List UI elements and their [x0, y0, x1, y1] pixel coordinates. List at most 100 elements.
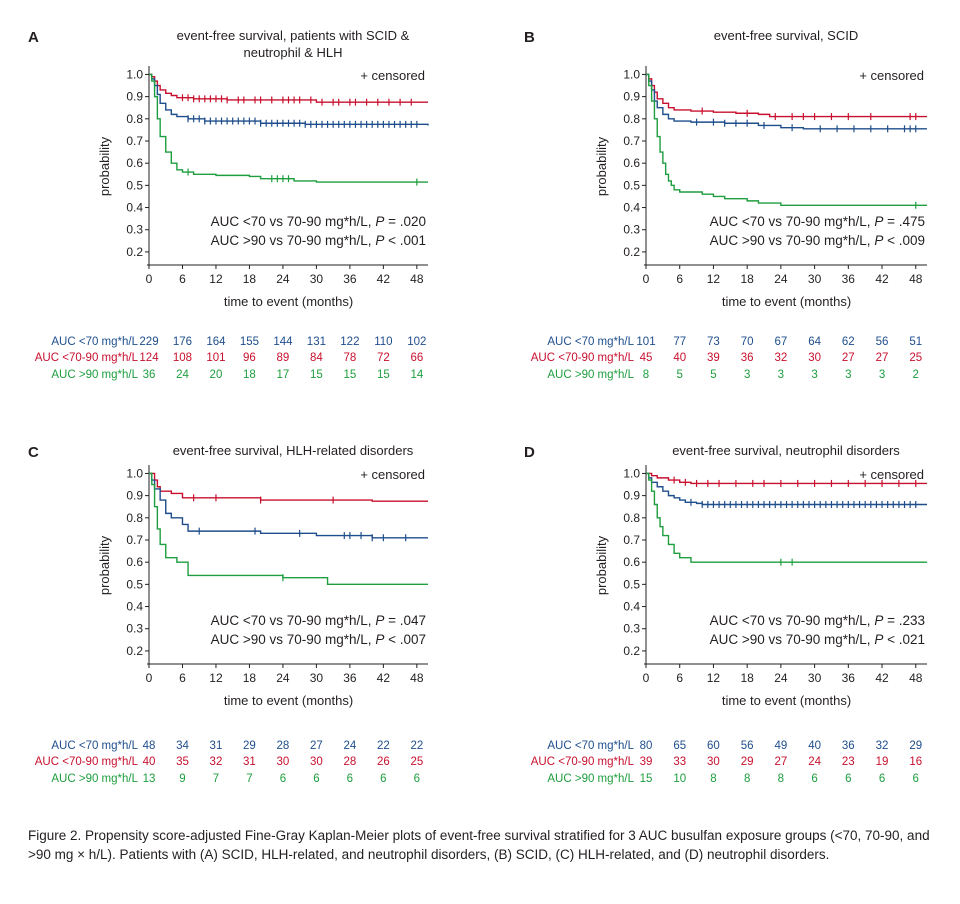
risk-value-lt70: 29 [909, 740, 922, 752]
y-tick-label: 0.7 [623, 533, 640, 547]
x-tick-label: 24 [774, 272, 788, 286]
chart-title-line: neutrophil & HLH [244, 45, 343, 60]
y-tick-label: 1.0 [126, 466, 143, 480]
y-tick-label: 0.3 [126, 223, 143, 237]
risk-value-mid: 78 [343, 352, 356, 364]
risk-value-mid: 27 [876, 352, 889, 364]
risk-value-gt90: 14 [410, 369, 423, 381]
chart-title-line: event-free survival, patients with SCID … [177, 28, 410, 43]
risk-value-mid: 36 [741, 352, 754, 364]
y-tick-label: 0.6 [623, 156, 640, 170]
risk-value-lt70: 29 [243, 740, 256, 752]
p-value-annotation: AUC >90 vs 70-90 mg*h/L, P < .021 [710, 632, 925, 647]
risk-value-mid: 30 [707, 756, 720, 768]
risk-value-mid: 19 [876, 756, 889, 768]
risk-value-gt90: 3 [744, 369, 750, 381]
x-tick-label: 12 [707, 272, 721, 286]
risk-value-lt70: 32 [876, 740, 889, 752]
risk-value-lt70: 144 [273, 336, 293, 348]
risk-value-gt90: 15 [310, 369, 323, 381]
risk-value-gt90: 8 [778, 773, 784, 785]
risk-value-lt70: 22 [377, 740, 390, 752]
x-tick-label: 36 [842, 671, 856, 685]
x-tick-label: 6 [676, 272, 683, 286]
risk-value-gt90: 9 [179, 773, 185, 785]
risk-value-lt70: 176 [173, 336, 192, 348]
risk-label-lt70: AUC <70 mg*h/L [547, 740, 634, 752]
chart-title-line: event-free survival, SCID [714, 28, 859, 43]
risk-value-lt70: 48 [143, 740, 156, 752]
risk-value-gt90: 2 [913, 369, 919, 381]
x-tick-label: 0 [146, 272, 153, 286]
series-line-mid [646, 472, 927, 485]
y-tick-label: 0.8 [623, 511, 640, 525]
risk-value-lt70: 60 [707, 740, 720, 752]
risk-value-mid: 40 [673, 352, 686, 364]
risk-value-gt90: 6 [347, 773, 353, 785]
y-tick-label: 0.2 [126, 644, 143, 658]
risk-value-mid: 26 [377, 756, 390, 768]
risk-value-mid: 39 [707, 352, 720, 364]
risk-label-gt90: AUC >90 mg*h/L [547, 773, 634, 785]
x-tick-label: 42 [377, 671, 391, 685]
p-value-annotation: AUC <70 vs 70-90 mg*h/L, P = .047 [211, 613, 426, 628]
x-tick-label: 12 [707, 671, 721, 685]
risk-value-gt90: 6 [913, 773, 919, 785]
y-tick-label: 0.5 [623, 178, 640, 192]
series-line-mid [149, 472, 428, 502]
y-tick-label: 0.9 [623, 90, 640, 104]
risk-value-gt90: 8 [643, 369, 649, 381]
y-tick-label: 1.0 [623, 67, 640, 81]
risk-value-gt90: 18 [243, 369, 256, 381]
risk-value-gt90: 13 [143, 773, 156, 785]
risk-label-lt70: AUC <70 mg*h/L [51, 336, 138, 348]
risk-value-gt90: 6 [280, 773, 286, 785]
y-tick-label: 0.8 [126, 112, 143, 126]
x-tick-label: 18 [740, 671, 754, 685]
x-axis-label: time to event (months) [722, 294, 851, 309]
risk-value-mid: 32 [774, 352, 787, 364]
risk-value-gt90: 8 [710, 773, 716, 785]
x-tick-label: 24 [276, 671, 290, 685]
y-tick-label: 0.6 [126, 555, 143, 569]
risk-value-lt70: 64 [808, 336, 821, 348]
risk-value-lt70: 77 [673, 336, 686, 348]
panel-letter: C [28, 444, 39, 461]
x-tick-label: 48 [410, 671, 424, 685]
y-axis-label: probability [97, 136, 112, 196]
risk-value-mid: 84 [310, 352, 323, 364]
y-tick-label: 0.7 [126, 134, 143, 148]
censored-legend: + censored [360, 467, 425, 482]
x-tick-label: 18 [243, 671, 257, 685]
risk-value-gt90: 8 [744, 773, 750, 785]
censored-legend: + censored [859, 68, 924, 83]
risk-value-gt90: 15 [377, 369, 390, 381]
y-tick-label: 0.2 [623, 245, 640, 259]
series-line-gt90 [646, 472, 927, 563]
risk-value-gt90: 20 [210, 369, 223, 381]
y-tick-label: 0.2 [623, 644, 640, 658]
series-line-gt90 [646, 73, 927, 207]
risk-value-gt90: 10 [673, 773, 686, 785]
risk-value-mid: 33 [673, 756, 686, 768]
x-tick-label: 30 [310, 272, 324, 286]
x-tick-label: 36 [343, 272, 357, 286]
y-tick-label: 0.9 [126, 489, 143, 503]
risk-value-mid: 66 [410, 352, 423, 364]
panel-letter: D [524, 444, 535, 461]
risk-value-mid: 25 [410, 756, 423, 768]
y-tick-label: 0.5 [126, 178, 143, 192]
series-line-gt90 [149, 472, 428, 586]
x-tick-label: 18 [243, 272, 257, 286]
x-tick-label: 6 [179, 272, 186, 286]
x-tick-label: 6 [676, 671, 683, 685]
y-tick-label: 0.3 [623, 223, 640, 237]
y-tick-label: 0.4 [623, 600, 640, 614]
y-tick-label: 0.5 [126, 577, 143, 591]
risk-value-lt70: 110 [374, 336, 392, 348]
risk-value-lt70: 56 [876, 336, 889, 348]
